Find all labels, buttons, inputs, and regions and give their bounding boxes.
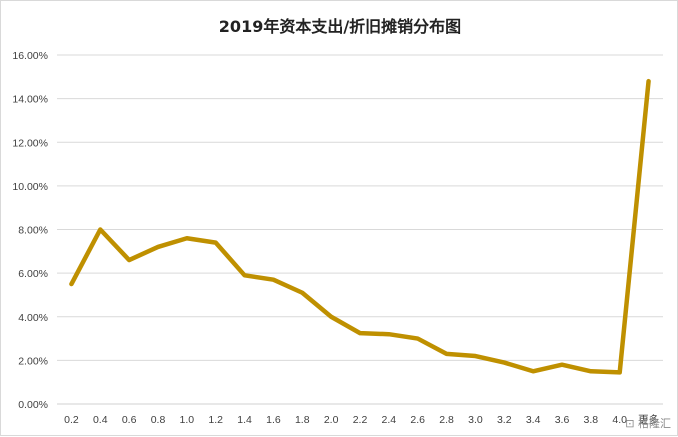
x-tick-label: 2.6 — [410, 414, 425, 426]
x-tick-label: 3.0 — [468, 414, 483, 426]
x-tick-label: 0.4 — [93, 414, 108, 426]
x-tick-label: 1.6 — [266, 414, 281, 426]
y-axis-ticks: 0.00% 2.00% 4.00% 6.00% 8.00% 10.00% 12.00% 14.… — [12, 50, 48, 411]
x-tick-label: 3.2 — [497, 414, 512, 426]
gridlines — [57, 55, 663, 404]
x-tick-label: 0.2 — [64, 414, 79, 426]
y-tick-label: 14.00% — [12, 94, 48, 106]
x-tick-label: 3.6 — [555, 414, 570, 426]
x-tick-label: 2.4 — [382, 414, 397, 426]
x-axis-ticks: 0.2 0.4 0.6 0.8 1.0 1.2 1.4 1.6 1.8 2.0 2.2 2.4 2.6 2… — [64, 413, 659, 426]
y-tick-label: 16.00% — [12, 50, 48, 62]
y-tick-label: 10.00% — [12, 181, 48, 193]
x-tick-label: 2.8 — [439, 414, 454, 426]
x-tick-label: 1.2 — [208, 414, 223, 426]
x-tick-label: 0.8 — [151, 414, 166, 426]
y-tick-label: 2.00% — [18, 355, 48, 367]
y-tick-label: 4.00% — [18, 312, 48, 324]
watermark-text: 格隆汇 — [638, 417, 671, 430]
x-tick-label: 1.0 — [180, 414, 195, 426]
x-tick-label: 2.0 — [324, 414, 339, 426]
x-tick-label: 1.8 — [295, 414, 310, 426]
series-line — [71, 81, 648, 372]
x-tick-label: 2.2 — [353, 414, 368, 426]
x-tick-label: 0.6 — [122, 414, 137, 426]
y-tick-label: 6.00% — [18, 268, 48, 280]
watermark: ⊡ 格隆汇 — [625, 415, 671, 431]
x-tick-label: 3.4 — [526, 414, 541, 426]
x-tick-label: 3.8 — [584, 414, 599, 426]
y-tick-label: 0.00% — [18, 399, 48, 411]
y-tick-label: 8.00% — [18, 225, 48, 237]
series-group — [71, 81, 648, 372]
x-tick-label: 1.4 — [237, 414, 252, 426]
stamp-icon: ⊡ — [625, 417, 634, 430]
y-tick-label: 12.00% — [12, 137, 48, 149]
